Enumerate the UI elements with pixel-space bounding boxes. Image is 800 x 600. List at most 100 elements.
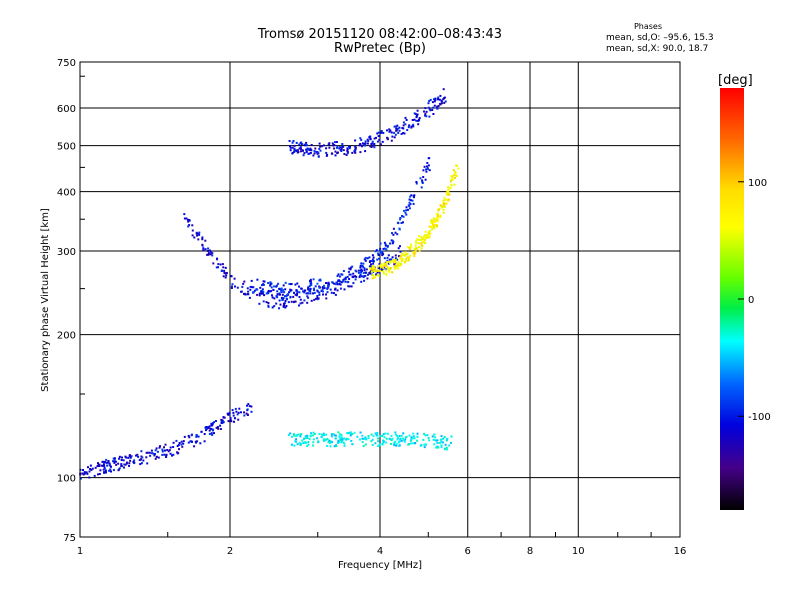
echo-point — [298, 147, 301, 150]
echo-point — [182, 440, 185, 443]
echo-point — [442, 437, 445, 440]
echo-point — [393, 267, 396, 270]
echo-point — [302, 290, 305, 293]
echo-point — [379, 270, 382, 273]
echo-point — [409, 254, 412, 257]
echo-point — [335, 281, 338, 284]
echo-point — [307, 292, 310, 295]
echo-point — [387, 266, 390, 269]
echo-point — [103, 471, 106, 474]
echo-point — [398, 129, 401, 132]
echo-point — [278, 307, 280, 310]
echo-point — [413, 112, 416, 115]
echo-point — [302, 154, 305, 157]
y-tick-label: 300 — [57, 247, 76, 258]
echo-point — [380, 130, 383, 133]
echo-point — [303, 299, 306, 302]
echo-point — [414, 442, 417, 444]
echo-point — [349, 273, 352, 276]
echo-point — [333, 147, 335, 150]
echo-point — [289, 290, 292, 293]
echo-point — [323, 438, 326, 441]
echo-point — [434, 436, 437, 439]
echo-point — [390, 258, 393, 261]
echo-point — [371, 140, 374, 143]
echo-point — [359, 273, 362, 276]
echo-point — [282, 297, 285, 300]
echo-point — [196, 440, 199, 443]
echo-point — [188, 224, 191, 227]
echo-point — [267, 292, 270, 294]
echo-point — [94, 466, 97, 469]
echo-point — [177, 444, 180, 446]
echo-point — [246, 404, 248, 407]
echo-point — [402, 121, 405, 124]
echo-point — [364, 259, 367, 262]
echo-point — [425, 168, 428, 171]
echo-point — [309, 292, 312, 295]
echo-point — [392, 227, 395, 230]
echo-point — [369, 137, 372, 140]
echo-point — [293, 292, 296, 294]
echo-point — [400, 263, 403, 266]
echo-point — [445, 202, 448, 205]
echo-point — [312, 292, 314, 295]
echo-point — [431, 435, 434, 438]
echo-point — [126, 461, 128, 464]
echo-point — [344, 276, 347, 279]
echo-point — [312, 444, 315, 447]
echo-point — [232, 414, 235, 417]
echo-point — [180, 443, 183, 446]
echo-point — [312, 441, 315, 444]
echo-point — [294, 293, 297, 296]
echo-point — [372, 269, 375, 272]
echo-point — [386, 245, 389, 248]
echo-point — [295, 141, 298, 144]
echo-point — [139, 458, 142, 461]
echo-point — [159, 445, 161, 448]
echo-point — [355, 270, 358, 273]
echo-point — [397, 131, 400, 134]
echo-point — [242, 282, 245, 285]
echo-point — [399, 438, 402, 441]
echo-point — [397, 261, 400, 264]
echo-point — [97, 462, 99, 465]
echo-point — [408, 434, 411, 437]
echo-point — [372, 262, 375, 265]
echo-point — [165, 453, 168, 456]
echo-point — [213, 421, 216, 424]
echo-point — [379, 248, 382, 250]
echo-point — [379, 242, 382, 245]
echo-point — [259, 286, 262, 289]
echo-point — [361, 441, 364, 443]
echo-point — [398, 264, 401, 267]
echo-point — [171, 454, 173, 457]
echo-point — [368, 136, 371, 139]
echo-point — [450, 441, 452, 444]
echo-point — [363, 437, 366, 440]
echo-point — [89, 468, 92, 470]
echo-point — [222, 275, 225, 278]
echo-point — [433, 223, 436, 226]
echo-point — [398, 126, 401, 129]
echo-point — [287, 301, 290, 304]
echo-point — [276, 293, 279, 296]
echo-point — [409, 442, 412, 445]
echo-point — [224, 276, 227, 279]
echo-point — [424, 443, 427, 446]
echo-point — [272, 289, 275, 291]
echo-point — [194, 440, 197, 443]
echo-point — [415, 240, 418, 243]
y-tick-label: 100 — [57, 474, 76, 485]
echo-point — [405, 259, 408, 262]
echo-point — [442, 211, 445, 214]
echo-point — [202, 247, 205, 250]
echo-point — [395, 125, 398, 128]
echo-point — [176, 452, 179, 455]
echo-point — [394, 231, 397, 234]
echo-point — [411, 442, 414, 445]
echo-point — [105, 458, 108, 461]
echo-point — [278, 299, 281, 302]
echo-point — [363, 267, 366, 270]
echo-point — [286, 298, 288, 301]
